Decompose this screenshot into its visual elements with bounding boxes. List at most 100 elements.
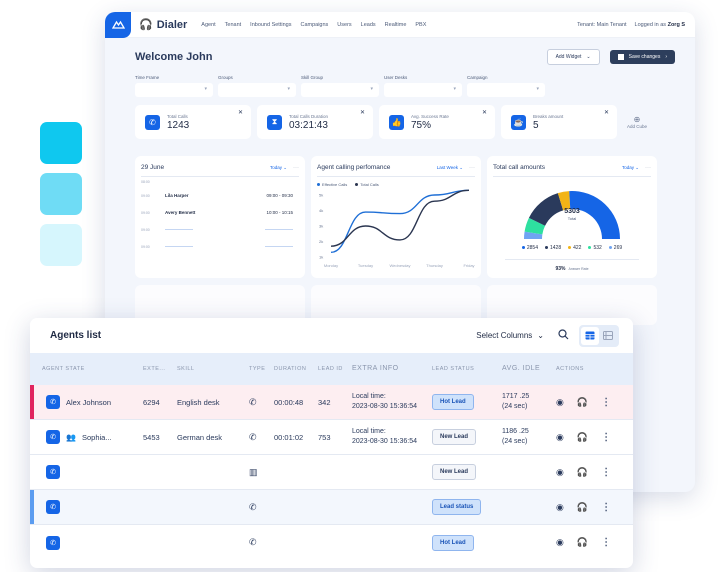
agents-list-title: Agents list bbox=[50, 330, 102, 341]
lead-status-badge[interactable]: Hot Lead bbox=[432, 534, 474, 551]
close-icon[interactable]: ✕ bbox=[481, 110, 487, 116]
nav-users[interactable]: Users bbox=[337, 21, 352, 28]
caret-down-icon: ▾ bbox=[536, 86, 539, 92]
semi-donut-chart bbox=[524, 191, 620, 239]
phone-transfer-icon: ✆ bbox=[46, 535, 60, 550]
answer-rate: 93% Answer Rate bbox=[505, 259, 639, 272]
nav-agent[interactable]: Agent bbox=[201, 21, 216, 28]
nav-campaigns[interactable]: Campaigns bbox=[300, 21, 329, 28]
col-agent-state[interactable]: AGENT STATE bbox=[42, 366, 85, 372]
decor-square-light-cyan bbox=[40, 173, 82, 215]
col-duration[interactable]: DURATION bbox=[274, 366, 307, 372]
col-extension[interactable]: EXTE... bbox=[143, 366, 166, 372]
headphones-icon[interactable]: 🎧 bbox=[576, 431, 589, 442]
col-skill[interactable]: SKILL bbox=[177, 366, 195, 372]
schedule-placeholder: 09:00 bbox=[141, 238, 299, 255]
add-cube-button[interactable]: ⊕ Add Cube bbox=[627, 115, 648, 129]
col-avg-idle[interactable]: AVG. IDLE bbox=[502, 364, 541, 372]
table-view-icon[interactable] bbox=[581, 326, 599, 345]
nav-inbound-settings[interactable]: Inbound Settings bbox=[250, 21, 292, 28]
more-vertical-icon[interactable]: ⋮ bbox=[601, 396, 612, 408]
schedule-item[interactable]: 09:00 Lila Harper 09:00 - 09:30 bbox=[141, 193, 293, 198]
phone-plus-icon: ✆ bbox=[249, 537, 257, 547]
col-lead-id[interactable]: LEAD ID bbox=[318, 366, 343, 372]
more-vertical-icon[interactable]: ⋮ bbox=[601, 466, 612, 478]
caret-down-icon: ▾ bbox=[204, 86, 207, 92]
user-circle-icon[interactable]: ◉ bbox=[556, 396, 564, 407]
user-circle-icon[interactable]: ◉ bbox=[556, 466, 564, 477]
save-changes-button[interactable]: Save changes › bbox=[609, 50, 675, 64]
more-vertical-icon[interactable]: ⋮ bbox=[601, 501, 612, 513]
user-circle-icon[interactable]: ◉ bbox=[556, 537, 564, 547]
decor-square-cyan bbox=[40, 122, 82, 164]
select-columns-dropdown[interactable]: Select Columns ⌄ bbox=[476, 331, 544, 340]
user-circle-icon[interactable]: ◉ bbox=[556, 501, 564, 512]
card-view-icon[interactable] bbox=[599, 327, 617, 345]
lead-status-badge[interactable]: New Lead bbox=[432, 464, 477, 480]
lead-status-badge[interactable]: Lead status bbox=[432, 499, 482, 515]
col-extra-info[interactable]: EXTRA INFO bbox=[352, 364, 399, 372]
plus-circle-icon: ⊕ bbox=[633, 115, 641, 124]
more-vertical-icon[interactable]: ⋮ bbox=[601, 431, 612, 443]
user-circle-icon[interactable]: ◉ bbox=[556, 431, 564, 442]
coffee-icon: ☕ bbox=[511, 114, 526, 130]
skill-group-select[interactable]: ▾ bbox=[301, 83, 379, 97]
more-horizontal-icon[interactable]: ··· bbox=[469, 164, 475, 171]
table-row[interactable]: ✆ ✆ Lead status ◉ 🎧 ⋮ bbox=[30, 490, 633, 525]
phone-transfer-icon: ✆ bbox=[46, 500, 60, 514]
chevron-right-icon: › bbox=[665, 54, 667, 60]
svg-text:3k: 3k bbox=[319, 224, 323, 229]
more-horizontal-icon[interactable]: ··· bbox=[293, 164, 299, 171]
phone-dialpad-icon: ✆ bbox=[249, 431, 257, 442]
row-selected-bar bbox=[30, 490, 34, 524]
group-icon: 👥 bbox=[66, 432, 76, 442]
nav-realtime[interactable]: Realtime bbox=[384, 21, 407, 28]
row-status-bar bbox=[30, 385, 34, 419]
nav-tenant[interactable]: Tenant bbox=[224, 21, 242, 28]
more-vertical-icon[interactable]: ⋮ bbox=[601, 537, 612, 548]
caret-down-icon: ▾ bbox=[453, 86, 456, 92]
performance-filter-dropdown[interactable]: Last Week ⌄ bbox=[436, 164, 463, 170]
close-icon[interactable]: ✕ bbox=[359, 110, 365, 116]
add-widget-button[interactable]: Add Widget ⌄ bbox=[546, 49, 600, 65]
headphones-icon[interactable]: 🎧 bbox=[576, 396, 589, 407]
col-actions: ACTIONS bbox=[556, 366, 584, 372]
headphones-icon[interactable]: 🎧 bbox=[576, 466, 589, 477]
table-header: AGENT STATE EXTE... SKILL TYPE DURATION … bbox=[30, 353, 633, 385]
view-toggle bbox=[579, 324, 619, 347]
line-chart: 1k 2k 3k 4k 5k Monday Tuesday Wednesday Thursday… bbox=[319, 189, 475, 268]
search-icon[interactable] bbox=[558, 328, 569, 343]
table-row[interactable]: ✆ ▥ New Lead ◉ 🎧 ⋮ bbox=[30, 455, 633, 490]
table-row[interactable]: ✆ ✆ Hot Lead ◉ 🎧 ⋮ bbox=[30, 525, 633, 560]
filter-label: Time Frame bbox=[135, 75, 160, 80]
performance-widget: Agent calling perfomance Last Week ⌄ ···… bbox=[311, 156, 481, 278]
close-icon[interactable]: ✕ bbox=[603, 110, 609, 116]
nav-leads[interactable]: Leads bbox=[360, 21, 376, 28]
widget-title: Agent calling perfomance bbox=[317, 164, 391, 171]
lead-status-badge[interactable]: Hot Lead bbox=[432, 394, 474, 410]
headphones-icon[interactable]: 🎧 bbox=[576, 501, 589, 512]
user-desks-select[interactable]: ▾ bbox=[384, 83, 462, 97]
schedule-item[interactable]: 09:00 Avery Bennett 10:00 - 10:15 bbox=[141, 210, 293, 215]
svg-text:Friday: Friday bbox=[463, 263, 474, 268]
col-lead-status[interactable]: LEAD STATUS bbox=[432, 366, 475, 372]
phone-user-icon: ✆ bbox=[249, 396, 257, 407]
mountain-logo-icon[interactable] bbox=[105, 12, 131, 38]
agent-name: Alex Johnson bbox=[66, 397, 112, 407]
call-amounts-filter-dropdown[interactable]: Today ⌄ bbox=[621, 164, 639, 170]
phone-transfer-icon: ✆ bbox=[46, 465, 60, 479]
logged-in-user[interactable]: Zorg S bbox=[667, 21, 685, 28]
table-row[interactable]: ✆ Alex Johnson 6294 English desk ✆ 00:00:… bbox=[30, 385, 633, 420]
time-frame-select[interactable]: ▾ bbox=[135, 83, 213, 97]
more-horizontal-icon[interactable]: ··· bbox=[645, 164, 651, 171]
lead-status-badge[interactable]: New Lead bbox=[432, 429, 477, 445]
close-icon[interactable]: ✕ bbox=[237, 110, 243, 116]
groups-select[interactable]: ▾ bbox=[218, 83, 296, 97]
schedule-filter-dropdown[interactable]: Today ⌄ bbox=[269, 164, 287, 170]
col-type[interactable]: TYPE bbox=[249, 366, 266, 372]
nav-pbx[interactable]: PBX bbox=[415, 21, 427, 28]
table-row[interactable]: ✆ 👥 Sophia... 5453 German desk ✆ 00:01:02 … bbox=[30, 420, 633, 455]
phone-icon: ✆ bbox=[145, 114, 160, 130]
campaign-select[interactable]: ▾ bbox=[467, 83, 545, 97]
headphones-icon[interactable]: 🎧 bbox=[576, 537, 589, 547]
